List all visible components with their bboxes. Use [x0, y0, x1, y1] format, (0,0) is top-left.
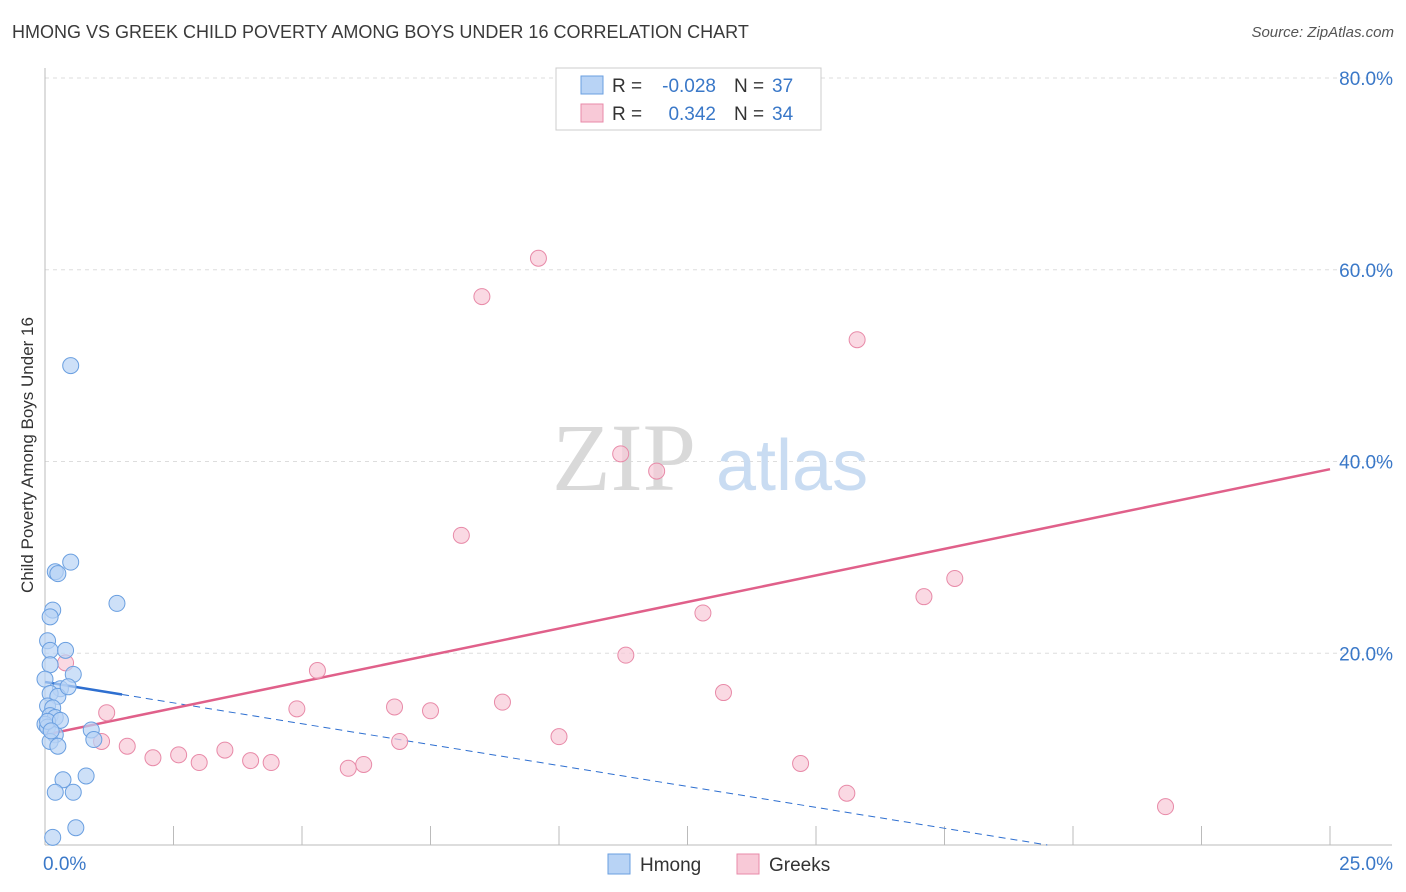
point-greeks-25: [144, 749, 162, 767]
point-hmong-4: [108, 594, 126, 612]
trend-lines: [44, 467, 1331, 846]
stats-r-value-greeks: 0.342: [668, 104, 716, 125]
watermark-atlas: atlas: [716, 426, 868, 506]
legend-label-greeks: Greeks: [769, 855, 830, 876]
point-greeks-32: [838, 784, 856, 802]
point-hmong-26: [85, 731, 103, 749]
point-greeks-11: [308, 662, 326, 680]
point-hmong-30: [64, 783, 82, 801]
tick-labels: 20.0% 40.0% 60.0% 80.0% 0.0% 25.0%: [43, 69, 1393, 875]
point-hmong-1: [62, 553, 80, 571]
point-hmong-35: [42, 722, 60, 740]
point-hmong-8: [41, 641, 59, 659]
stats-r-label-greeks: R =: [612, 104, 642, 125]
point-greeks-16: [422, 702, 439, 720]
stats-n-label-greeks: N =: [734, 104, 764, 125]
point-greeks-10: [617, 646, 635, 664]
y-tick-label-3: 80.0%: [1339, 69, 1393, 90]
gridlines: [45, 77, 1392, 654]
point-greeks-6: [452, 526, 470, 544]
point-hmong-25: [49, 737, 67, 755]
stats-swatch-greeks: [580, 103, 604, 123]
bottom-legend: Hmong Greeks: [607, 853, 830, 876]
legend-swatch-greeks: [736, 853, 760, 875]
stats-legend: R = -0.028 N = 37 R = 0.342 N = 34: [555, 67, 822, 131]
stats-swatch-hmong: [580, 75, 604, 95]
point-greeks-27: [262, 754, 280, 772]
y-tick-label-2: 60.0%: [1339, 261, 1393, 282]
point-greeks-1: [529, 249, 547, 267]
point-greeks-8: [915, 588, 933, 606]
point-hmong-6: [41, 608, 59, 626]
point-hmong-9: [57, 641, 75, 659]
point-greeks-12: [714, 684, 732, 702]
point-hmong-36: [59, 678, 77, 696]
point-greeks-13: [493, 693, 511, 711]
point-hmong-3: [49, 565, 67, 583]
point-greeks-5: [648, 462, 666, 480]
y-tick-label-1: 40.0%: [1339, 453, 1393, 474]
point-greeks-21: [391, 732, 409, 750]
point-greeks-14: [386, 698, 404, 716]
point-greeks-31: [339, 759, 357, 777]
point-greeks-33: [1157, 798, 1175, 816]
point-greeks-28: [190, 754, 208, 772]
point-greeks-15: [288, 700, 306, 718]
point-hmong-29: [46, 783, 64, 801]
point-greeks-9: [694, 604, 712, 622]
point-hmong-12: [36, 670, 54, 688]
point-hmong-32: [44, 828, 62, 846]
point-greeks-30: [792, 755, 810, 773]
point-greeks-22: [118, 737, 136, 755]
point-hmong-28: [77, 767, 95, 785]
legend-swatch-hmong: [607, 853, 631, 875]
point-hmong-10: [41, 656, 59, 674]
point-greeks-26: [242, 752, 260, 770]
point-greeks-23: [216, 741, 234, 759]
x-tick-label-1: 25.0%: [1339, 854, 1393, 875]
stats-r-label-hmong: R =: [612, 76, 642, 97]
point-greeks-3: [848, 331, 866, 349]
legend-label-hmong: Hmong: [640, 855, 701, 876]
chart-title: HMONG VS GREEK CHILD POVERTY AMONG BOYS …: [12, 22, 749, 42]
stats-r-value-hmong: -0.028: [662, 76, 716, 97]
point-hmong-0: [62, 357, 80, 375]
point-hmong-27: [54, 771, 72, 789]
stats-n-label-hmong: N =: [734, 76, 764, 97]
point-greeks-4: [612, 445, 630, 463]
data-points: [36, 107, 1175, 846]
point-greeks-24: [170, 746, 188, 764]
y-axis-title-group: Child Poverty Among Boys Under 16: [18, 317, 37, 593]
source-label: Source: ZipAtlas.com: [1251, 24, 1394, 41]
point-greeks-29: [355, 755, 373, 773]
y-axis-title: Child Poverty Among Boys Under 16: [18, 317, 37, 593]
point-greeks-7: [946, 569, 964, 587]
stats-n-value-hmong: 37: [772, 76, 793, 97]
x-tick-label-0: 0.0%: [43, 854, 86, 875]
point-greeks-17: [98, 704, 116, 722]
trend-line-greeks: [44, 467, 1331, 736]
point-hmong-31: [67, 819, 85, 837]
point-greeks-2: [473, 288, 491, 306]
point-greeks-18: [550, 728, 568, 746]
trend-line-hmong-extension: [122, 693, 1048, 846]
watermark: ZIP atlas: [552, 404, 868, 511]
y-tick-label-0: 20.0%: [1339, 644, 1393, 665]
stats-n-value-greeks: 34: [772, 104, 794, 125]
